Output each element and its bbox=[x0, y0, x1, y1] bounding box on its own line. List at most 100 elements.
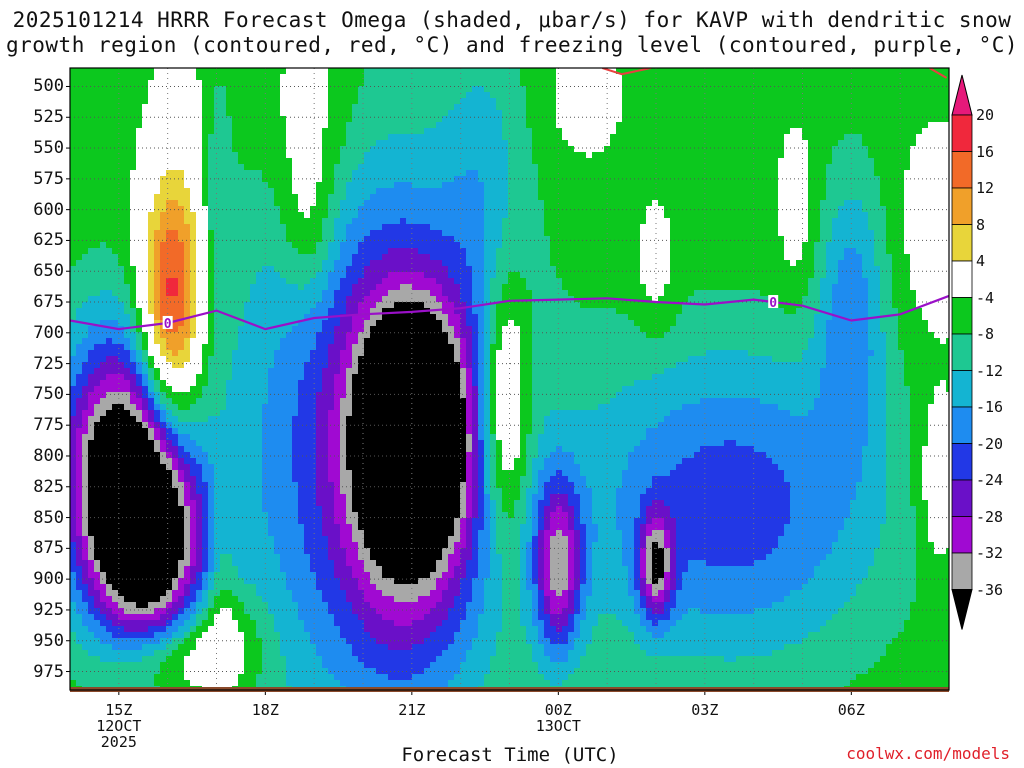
omega-cell bbox=[154, 194, 161, 201]
omega-cell bbox=[340, 566, 347, 573]
omega-cell bbox=[160, 608, 167, 615]
omega-cell bbox=[172, 206, 179, 213]
omega-cell bbox=[148, 536, 155, 543]
omega-cell bbox=[298, 644, 305, 651]
omega-cell bbox=[280, 626, 287, 633]
omega-cell bbox=[298, 152, 305, 159]
omega-cell bbox=[172, 386, 179, 393]
omega-cell bbox=[352, 674, 359, 681]
omega-cell bbox=[238, 194, 245, 201]
omega-cell bbox=[334, 128, 341, 135]
omega-cell bbox=[292, 212, 299, 219]
omega-cell bbox=[100, 590, 107, 597]
omega-cell bbox=[256, 500, 263, 507]
omega-cell bbox=[76, 506, 83, 513]
omega-cell bbox=[112, 428, 119, 435]
omega-cell bbox=[238, 314, 245, 321]
omega-cell bbox=[316, 524, 323, 531]
omega-cell bbox=[178, 524, 185, 531]
omega-cell bbox=[304, 566, 311, 573]
omega-cell bbox=[124, 320, 131, 327]
omega-cell bbox=[190, 434, 197, 441]
omega-cell bbox=[214, 116, 221, 123]
omega-cell bbox=[106, 590, 113, 597]
omega-cell bbox=[220, 500, 227, 507]
omega-cell bbox=[136, 314, 143, 321]
omega-cell bbox=[196, 308, 203, 315]
omega-cell bbox=[352, 380, 359, 387]
omega-cell bbox=[208, 512, 215, 519]
omega-cell bbox=[334, 344, 341, 351]
omega-cell bbox=[184, 416, 191, 423]
omega-cell bbox=[112, 224, 119, 231]
omega-cell bbox=[346, 158, 353, 165]
omega-cell bbox=[286, 368, 293, 375]
omega-cell bbox=[112, 410, 119, 417]
omega-cell bbox=[82, 578, 89, 585]
omega-cell bbox=[304, 560, 311, 567]
omega-cell bbox=[352, 470, 359, 477]
omega-cell bbox=[256, 650, 263, 657]
omega-cell bbox=[82, 614, 89, 621]
omega-cell bbox=[88, 536, 95, 543]
omega-cell bbox=[232, 458, 239, 465]
omega-cell bbox=[70, 326, 77, 333]
omega-cell bbox=[262, 236, 269, 243]
omega-cell bbox=[202, 500, 209, 507]
omega-cell bbox=[346, 386, 353, 393]
omega-cell bbox=[166, 110, 173, 117]
omega-cell bbox=[232, 134, 239, 141]
omega-cell bbox=[112, 572, 119, 579]
omega-cell bbox=[256, 278, 263, 285]
omega-cell bbox=[322, 338, 329, 345]
omega-cell bbox=[316, 92, 323, 99]
omega-cell bbox=[82, 518, 89, 525]
omega-cell bbox=[160, 578, 167, 585]
omega-cell bbox=[94, 680, 101, 687]
omega-cell bbox=[136, 146, 143, 153]
omega-cell bbox=[94, 668, 101, 675]
omega-cell bbox=[124, 662, 131, 669]
omega-cell bbox=[220, 200, 227, 207]
omega-cell bbox=[298, 314, 305, 321]
omega-cell bbox=[82, 86, 89, 93]
omega-cell bbox=[142, 386, 149, 393]
omega-cell bbox=[226, 386, 233, 393]
omega-cell bbox=[304, 488, 311, 495]
omega-cell bbox=[154, 278, 161, 285]
omega-cell bbox=[298, 662, 305, 669]
omega-cell bbox=[76, 266, 83, 273]
omega-cell bbox=[232, 68, 239, 75]
omega-cell bbox=[160, 236, 167, 243]
omega-cell bbox=[160, 260, 167, 267]
omega-cell bbox=[286, 308, 293, 315]
omega-cell bbox=[130, 560, 137, 567]
omega-cell bbox=[244, 68, 251, 75]
omega-cell bbox=[268, 656, 275, 663]
omega-cell bbox=[316, 368, 323, 375]
omega-cell bbox=[280, 596, 287, 603]
omega-cell bbox=[94, 284, 101, 291]
omega-cell bbox=[130, 626, 137, 633]
omega-cell bbox=[124, 104, 131, 111]
omega-cell bbox=[352, 128, 359, 135]
omega-cell bbox=[154, 122, 161, 129]
omega-cell bbox=[94, 308, 101, 315]
omega-cell bbox=[178, 368, 185, 375]
omega-cell bbox=[118, 290, 125, 297]
omega-cell bbox=[268, 266, 275, 273]
omega-cell bbox=[352, 614, 359, 621]
omega-cell bbox=[214, 566, 221, 573]
omega-cell bbox=[112, 284, 119, 291]
omega-cell bbox=[118, 356, 125, 363]
omega-cell bbox=[184, 632, 191, 639]
omega-cell bbox=[346, 506, 353, 513]
omega-cell bbox=[142, 494, 149, 501]
omega-cell bbox=[220, 584, 227, 591]
omega-cell bbox=[328, 494, 335, 501]
omega-cell bbox=[106, 302, 113, 309]
omega-cell bbox=[226, 98, 233, 105]
omega-cell bbox=[340, 446, 347, 453]
omega-cell bbox=[76, 626, 83, 633]
omega-cell bbox=[196, 320, 203, 327]
